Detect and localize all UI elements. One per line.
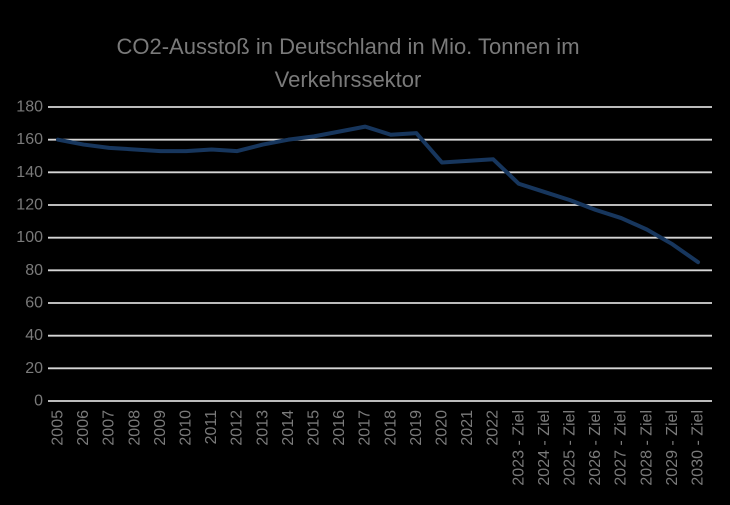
- x-tick-label-2016: 2016: [331, 410, 348, 446]
- x-tick-label-2027-Ziel: 2027 - Ziel: [613, 410, 630, 486]
- x-tick-label-2030-Ziel: 2030 - Ziel: [690, 410, 707, 486]
- y-tick-label-0: 0: [34, 393, 43, 410]
- x-tick-label-2022: 2022: [485, 410, 502, 446]
- x-tick-label-2010: 2010: [178, 410, 195, 446]
- y-tick-label-80: 80: [25, 262, 43, 279]
- x-tick-label-2006: 2006: [75, 410, 92, 446]
- chart-title-line-1: CO2-Ausstoß in Deutschland in Mio. Tonne…: [116, 34, 579, 59]
- x-tick-label-2005: 2005: [50, 410, 67, 446]
- y-tick-label-120: 120: [16, 197, 43, 214]
- x-tick-label-2017: 2017: [357, 410, 374, 446]
- x-tick-label-2013: 2013: [254, 410, 271, 446]
- y-axis-tick-labels: 0 20 40 60 80 100 120 140 160 180: [16, 99, 43, 410]
- x-tick-label-2015: 2015: [306, 410, 323, 446]
- x-tick-label-2012: 2012: [229, 410, 246, 446]
- x-tick-label-2026-Ziel: 2026 - Ziel: [587, 410, 604, 486]
- x-tick-label-2024-Ziel: 2024 - Ziel: [536, 410, 553, 486]
- x-tick-label-2011: 2011: [203, 410, 220, 445]
- x-axis-tick-labels: 2005 2006 2007 2008 2009 2010 2011 2012 2013 2014…: [50, 410, 707, 486]
- x-tick-label-2021: 2021: [459, 410, 476, 446]
- y-tick-label-180: 180: [16, 99, 43, 116]
- y-tick-label-140: 140: [16, 164, 43, 181]
- x-tick-label-2025-Ziel: 2025 - Ziel: [562, 410, 579, 486]
- x-tick-label-2008: 2008: [126, 410, 143, 446]
- chart-title-line-2: Verkehrssektor: [275, 67, 422, 92]
- x-tick-label-2023-Ziel: 2023 - Ziel: [510, 410, 527, 486]
- y-gridlines: [48, 106, 712, 402]
- x-tick-label-2009: 2009: [152, 410, 169, 446]
- y-tick-label-40: 40: [25, 327, 43, 344]
- y-tick-label-20: 20: [25, 360, 43, 377]
- x-tick-label-2028-Ziel: 2028 - Ziel: [638, 410, 655, 486]
- x-tick-label-2029-Ziel: 2029 - Ziel: [664, 410, 681, 486]
- x-tick-label-2019: 2019: [408, 410, 425, 446]
- x-tick-label-2020: 2020: [434, 410, 451, 446]
- x-tick-label-2018: 2018: [382, 410, 399, 446]
- x-tick-label-2014: 2014: [280, 410, 297, 446]
- y-tick-label-60: 60: [25, 295, 43, 312]
- y-tick-label-160: 160: [16, 131, 43, 148]
- y-tick-label-100: 100: [16, 229, 43, 246]
- co2-series-line: [56, 124, 700, 265]
- x-tick-label-2007: 2007: [101, 410, 118, 446]
